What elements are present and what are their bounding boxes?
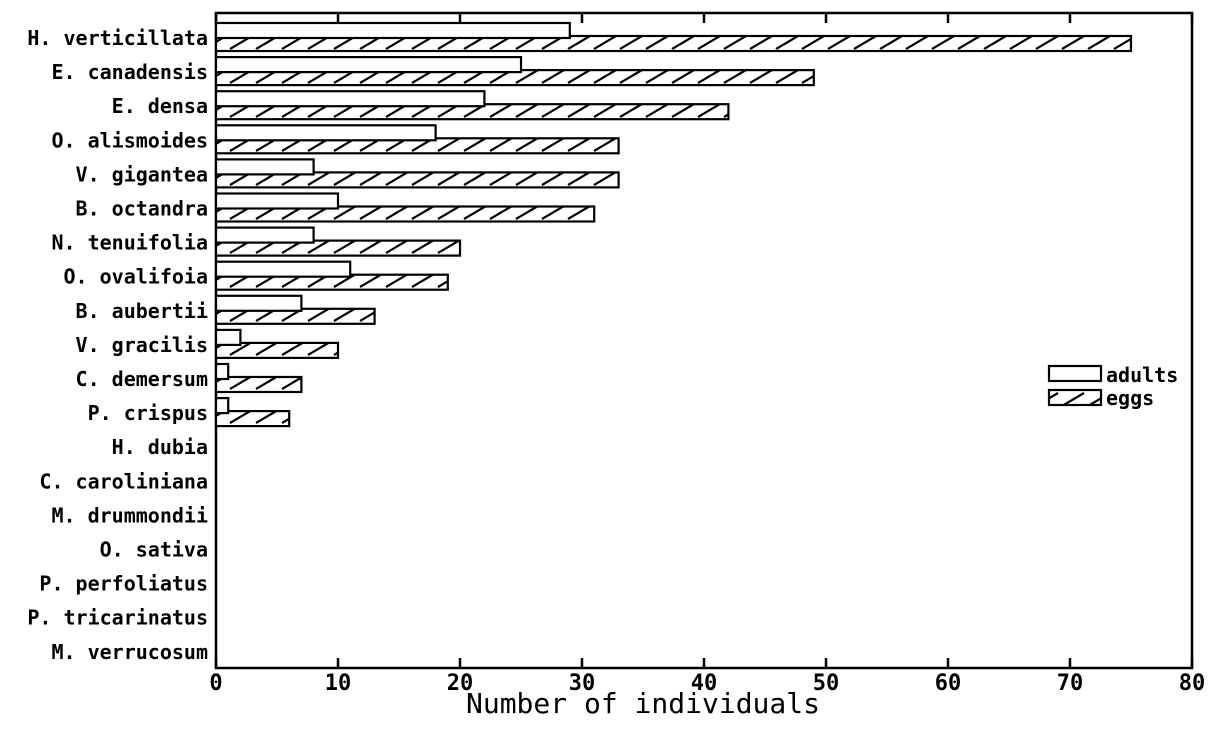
x-tick-label-0: 0 (209, 671, 222, 696)
bar-adults-10 (214, 362, 230, 381)
bar-eggs-4 (214, 171, 620, 189)
category-label-16: P. perfoliatus (39, 572, 208, 596)
legend-swatch-adults (1047, 364, 1103, 383)
bar-adults-9 (214, 328, 242, 346)
bar-adults-4 (214, 158, 315, 176)
category-label-7: O. ovalifoia (64, 265, 209, 289)
category-label-5: B. octandra (76, 197, 208, 221)
category-label-4: V. gigantea (76, 162, 208, 186)
bar-adults-7 (214, 260, 352, 278)
x-axis-title: Number of individuals (466, 687, 820, 720)
x-tick-label-70: 70 (1057, 671, 1084, 696)
category-label-14: M. drummondii (51, 503, 208, 527)
bar-adults-5 (214, 192, 340, 210)
bar-adults-6 (214, 226, 315, 244)
category-label-15: O. sativa (100, 538, 208, 562)
x-tick-label-40: 40 (691, 671, 718, 696)
category-label-6: N. tenuifolia (51, 231, 208, 255)
x-tick-label-60: 60 (935, 671, 962, 696)
bar-adults-0 (214, 21, 571, 40)
legend-swatch-eggs (1047, 388, 1103, 407)
category-label-12: H. dubia (112, 435, 208, 459)
x-tick-label-50: 50 (813, 671, 840, 696)
x-tick-label-80: 80 (1179, 671, 1206, 696)
bar-adults-2 (214, 90, 486, 108)
legend-label-adults: adults (1106, 363, 1178, 387)
bars-group (214, 21, 1133, 428)
bar-eggs-9 (214, 341, 340, 359)
bar-eggs-0 (214, 34, 1133, 53)
bar-adults-3 (214, 124, 437, 142)
bar-adults-8 (214, 294, 303, 312)
bar-eggs-5 (214, 205, 596, 223)
category-label-0: H. verticillata (27, 26, 208, 50)
category-label-2: E. densa (112, 94, 208, 118)
legend-label-eggs: eggs (1106, 386, 1154, 410)
bar-adults-11 (214, 397, 230, 415)
category-label-9: V. gracilis (76, 333, 208, 357)
category-label-3: O. alismoides (51, 128, 208, 152)
category-label-18: M. verrucosum (51, 640, 208, 664)
bar-eggs-11 (214, 410, 291, 428)
category-label-11: P. crispus (88, 401, 208, 425)
x-tick-label-20: 20 (447, 671, 474, 696)
category-label-10: C. demersum (76, 367, 208, 391)
category-label-17: P. tricarinatus (27, 606, 208, 630)
x-tick-label-30: 30 (569, 671, 596, 696)
category-labels: H. verticillata E. canadensis E. densa O. a… (27, 26, 208, 664)
category-label-8: B. aubertii (76, 299, 208, 323)
bar-eggs-10 (214, 375, 303, 394)
category-label-13: C. caroliniana (39, 469, 208, 493)
category-label-1: E. canadensis (51, 60, 208, 84)
bar-adults-1 (214, 55, 523, 74)
bar-eggs-6 (214, 239, 462, 257)
x-axis-ticks: 0 10 20 30 40 50 60 70 80 (209, 13, 1205, 696)
x-tick-label-10: 10 (325, 671, 352, 696)
